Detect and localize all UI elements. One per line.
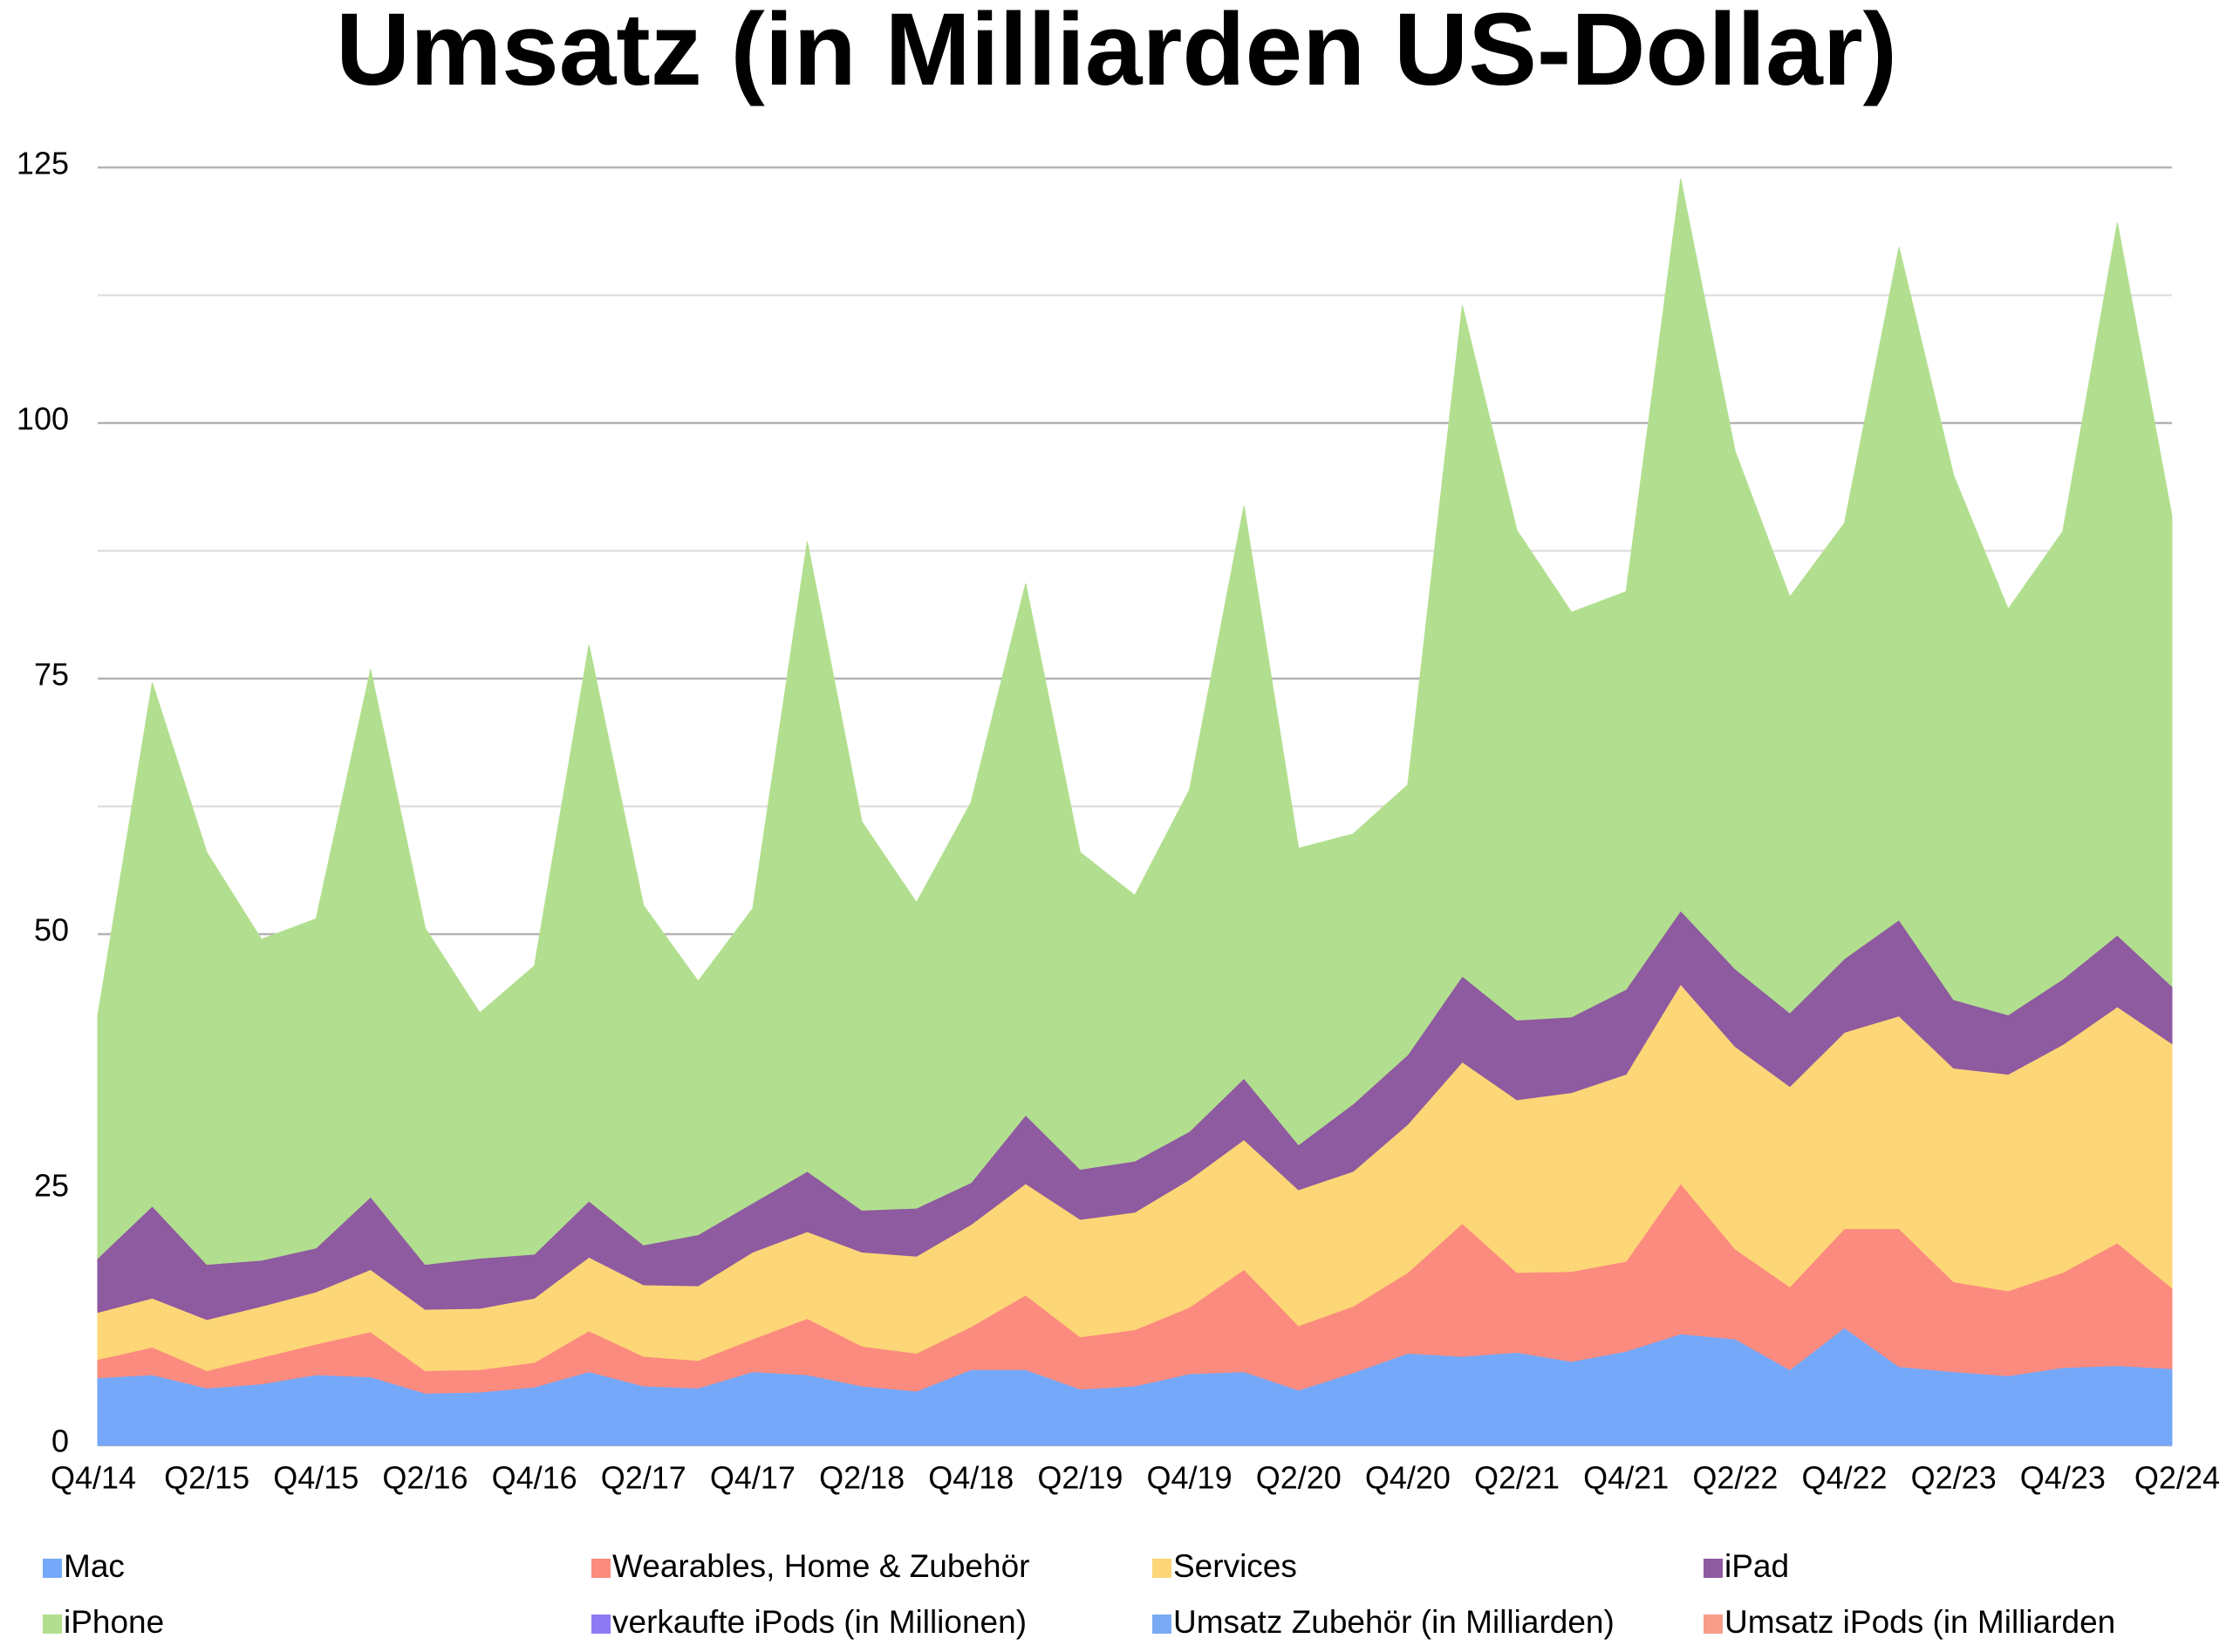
x-tick-label: Q2/15 bbox=[164, 1460, 249, 1496]
legend-swatch bbox=[43, 1559, 62, 1578]
x-tick-label: Q2/19 bbox=[1037, 1460, 1123, 1496]
x-tick-label: Q4/20 bbox=[1365, 1460, 1451, 1496]
y-tick-label: 100 bbox=[17, 401, 69, 437]
x-tick-label: Q2/21 bbox=[1474, 1460, 1560, 1496]
x-tick-label: Q2/20 bbox=[1256, 1460, 1342, 1496]
chart-title: Umsatz (in Milliarden US-Dollar) bbox=[336, 0, 1897, 107]
x-tick-label: Q4/19 bbox=[1147, 1460, 1233, 1496]
legend-swatch bbox=[591, 1559, 611, 1578]
legend-label: verkaufte iPods (in Millionen) bbox=[612, 1604, 1027, 1640]
legend-swatch bbox=[1152, 1614, 1171, 1634]
x-tick-label: Q2/16 bbox=[382, 1460, 468, 1496]
x-tick-label: Q2/24 bbox=[2134, 1460, 2220, 1496]
legend-swatch bbox=[1704, 1559, 1723, 1578]
x-tick-label: Q4/16 bbox=[492, 1460, 577, 1496]
x-tick-label: Q2/17 bbox=[601, 1460, 686, 1496]
area bbox=[97, 178, 2173, 1266]
legend-swatch bbox=[591, 1614, 611, 1634]
y-tick-label: 75 bbox=[34, 657, 69, 693]
y-tick-label: 0 bbox=[51, 1423, 69, 1459]
legend-swatch bbox=[43, 1614, 62, 1634]
legend-label: Umsatz Zubehör (in Milliarden) bbox=[1173, 1604, 1615, 1640]
x-tick-label: Q4/14 bbox=[51, 1460, 136, 1496]
y-tick-label: 25 bbox=[34, 1168, 69, 1204]
legend-label: Services bbox=[1173, 1548, 1297, 1584]
y-tick-label: 125 bbox=[17, 146, 69, 181]
legend-swatch bbox=[1152, 1559, 1171, 1578]
legend-label: iPad bbox=[1724, 1548, 1789, 1584]
legend-label: iPhone bbox=[64, 1604, 164, 1640]
x-tick-label: Q2/23 bbox=[1911, 1460, 1997, 1496]
plot-area bbox=[97, 178, 2173, 1446]
legend-swatch bbox=[1704, 1614, 1723, 1634]
x-tick-label: Q2/22 bbox=[1692, 1460, 1778, 1496]
x-tick-label: Q4/21 bbox=[1583, 1460, 1669, 1496]
legend-label: Wearables, Home & Zubehör bbox=[612, 1548, 1030, 1584]
legend-label: Mac bbox=[64, 1548, 125, 1584]
y-tick-label: 50 bbox=[34, 912, 69, 948]
x-tick-label: Q4/18 bbox=[928, 1460, 1014, 1496]
x-tick-label: Q4/23 bbox=[2020, 1460, 2106, 1496]
x-tick-label: Q4/22 bbox=[1801, 1460, 1887, 1496]
x-tick-label: Q4/15 bbox=[273, 1460, 359, 1496]
x-tick-label: Q4/17 bbox=[710, 1460, 796, 1496]
x-tick-label: Q2/18 bbox=[819, 1460, 905, 1496]
legend-label: Umsatz iPods (in Milliarden bbox=[1724, 1604, 2115, 1640]
